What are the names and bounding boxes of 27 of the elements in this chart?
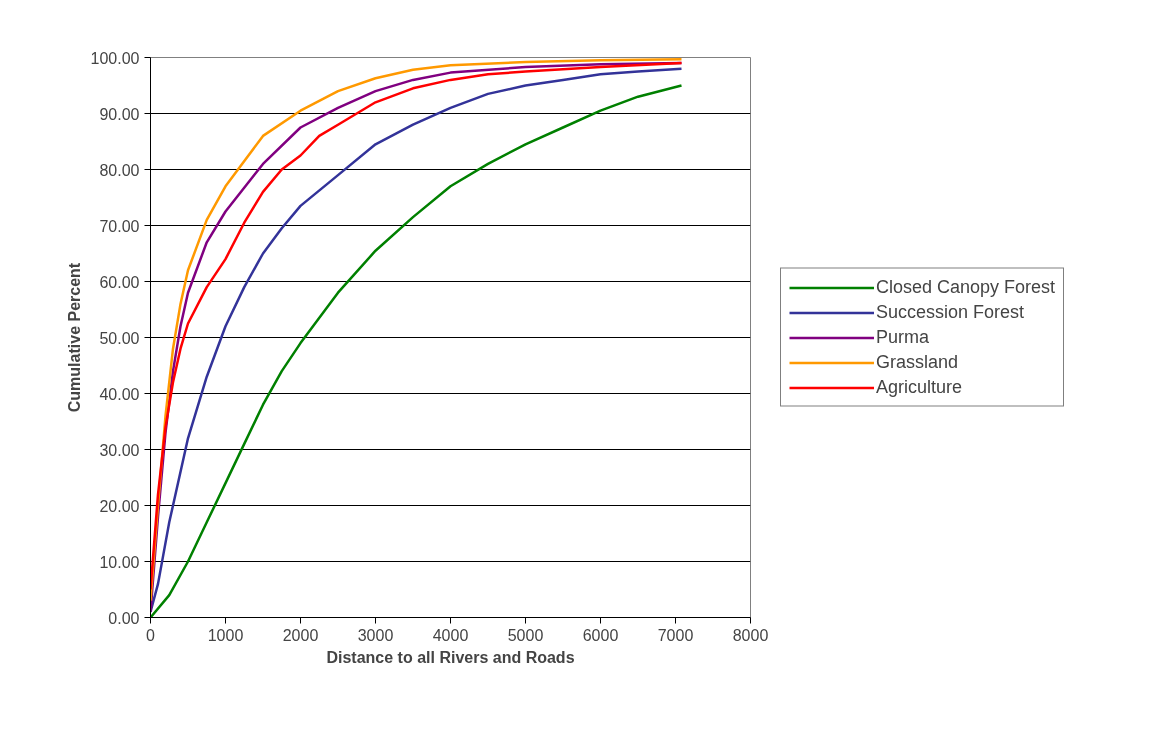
y-tick-label: 100.00: [90, 49, 140, 67]
x-tick-label: 4000: [432, 626, 469, 644]
y-tick-label: 50.00: [99, 329, 140, 347]
y-tick-label: 30.00: [99, 441, 140, 459]
legend-label: Succession Forest: [876, 301, 1025, 323]
y-tick-label: 70.00: [99, 217, 140, 235]
x-tick-label: 8000: [732, 626, 769, 644]
x-tick-label: 5000: [507, 626, 544, 644]
y-tick-label: 10.00: [99, 553, 140, 571]
legend-label: Closed Canopy Forest: [876, 276, 1056, 298]
legend-label: Purma: [876, 326, 930, 348]
y-tick-label: 20.00: [99, 497, 140, 515]
x-tick-label: 3000: [357, 626, 394, 644]
y-axis-title: Cumulative Percent: [65, 262, 83, 413]
x-tick-label: 1000: [207, 626, 244, 644]
x-tick-label: 6000: [582, 626, 619, 644]
x-tick-label: 0: [146, 626, 156, 644]
y-tick-label: 40.00: [99, 385, 140, 403]
y-tick-label: 60.00: [99, 273, 140, 291]
legend-label: Grassland: [876, 351, 959, 373]
y-tick-label: 90.00: [99, 105, 140, 123]
x-tick-label: 7000: [657, 626, 694, 644]
x-tick-label: 2000: [282, 626, 319, 644]
x-axis-title: Distance to all Rivers and Roads: [326, 648, 575, 666]
legend-label: Agriculture: [876, 376, 963, 398]
y-tick-label: 0.00: [108, 609, 140, 627]
y-tick-label: 80.00: [99, 161, 140, 179]
